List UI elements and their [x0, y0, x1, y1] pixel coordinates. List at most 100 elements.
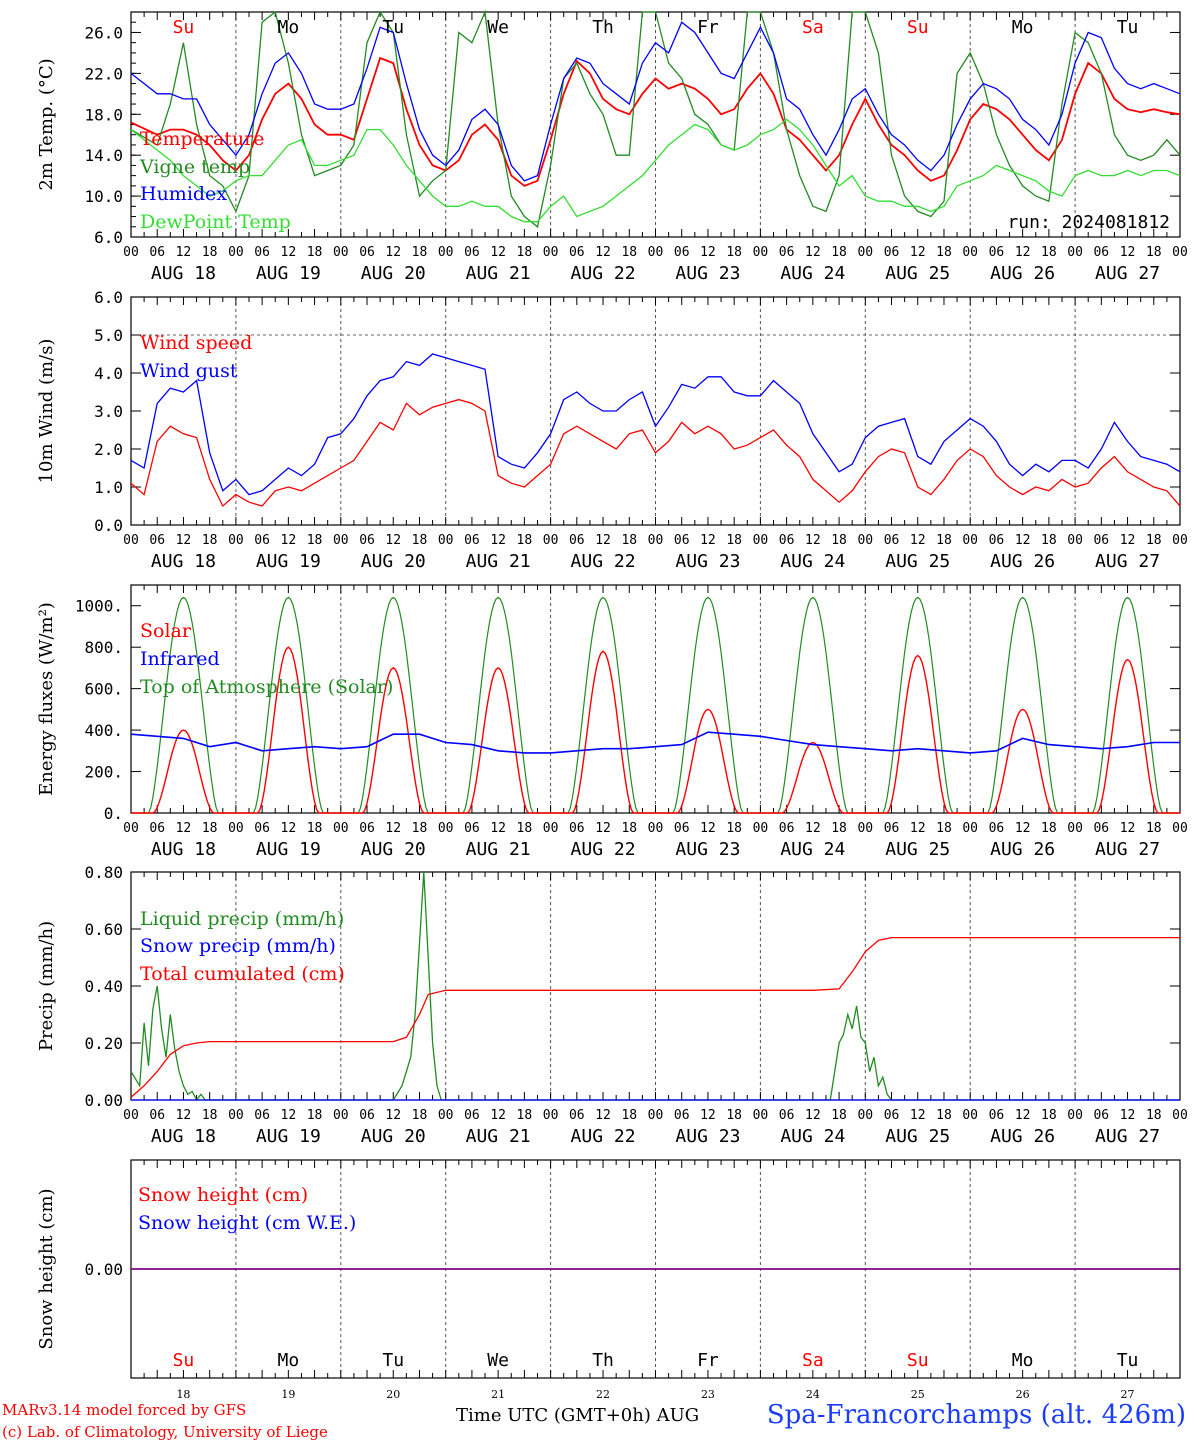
y-tick-label: 0.20 — [84, 1034, 123, 1053]
hour-tick-label: 18 — [621, 1108, 637, 1123]
hour-tick-label: 12 — [1015, 1108, 1031, 1123]
hour-tick-label: 06 — [989, 533, 1005, 548]
day-label: AUG 18 — [151, 263, 216, 284]
hour-tick-label: 06 — [149, 533, 165, 548]
y-tick-label: 0.0 — [94, 516, 123, 535]
y-tick-label: 0. — [104, 804, 123, 823]
day-label: AUG 19 — [256, 551, 321, 572]
hour-tick-label: 12 — [176, 1108, 192, 1123]
hour-tick-label: 00 — [962, 533, 978, 548]
series-wind-speed — [130, 398, 1181, 508]
day-label: AUG 23 — [675, 551, 740, 572]
hour-tick-label: 18 — [936, 1108, 952, 1123]
hour-tick-label: 06 — [674, 821, 690, 836]
day-label: AUG 22 — [571, 839, 636, 860]
hour-tick-label: 00 — [123, 533, 139, 548]
day-label: AUG 19 — [256, 839, 321, 860]
hour-tick-label: 00 — [962, 1108, 978, 1123]
legend-entry: Top of Atmosphere (Solar) — [140, 676, 393, 698]
day-label: AUG 25 — [885, 263, 950, 284]
hour-tick-label: 00 — [1067, 533, 1083, 548]
hour-tick-label: 12 — [490, 533, 506, 548]
hour-tick-label: 12 — [281, 245, 297, 260]
hour-tick-label: 06 — [779, 821, 795, 836]
hour-tick-label: 06 — [1093, 821, 1109, 836]
copyright-credit: (c) Lab. of Climatology, University of L… — [2, 1423, 328, 1441]
y-tick-label: 1.0 — [94, 478, 123, 497]
plot-frame — [130, 11, 1181, 238]
weekday-label: Tu — [382, 17, 404, 38]
y-tick-label: 0.00 — [84, 1260, 123, 1279]
hour-tick-label: 06 — [254, 1108, 270, 1123]
y-tick-label: 18.0 — [84, 105, 123, 124]
day-label: AUG 22 — [571, 1126, 636, 1147]
series-dewpoint-temp — [130, 118, 1181, 223]
y-tick-label: 26.0 — [84, 23, 123, 42]
hour-tick-label: 00 — [648, 245, 664, 260]
weekday-label: Tu — [1117, 17, 1139, 38]
y-tick-label: 0.80 — [84, 863, 123, 882]
hour-tick-label: 06 — [989, 245, 1005, 260]
hour-tick-label: 12 — [700, 533, 716, 548]
hour-tick-label: 00 — [333, 821, 349, 836]
day-label: AUG 21 — [466, 263, 531, 284]
day-label: AUG 24 — [780, 839, 845, 860]
hour-tick-label: 00 — [962, 245, 978, 260]
legend-entry: Snow precip (mm/h) — [140, 935, 336, 957]
hour-tick-label: 06 — [884, 533, 900, 548]
hour-tick-label: 18 — [831, 245, 847, 260]
hour-tick-label: 00 — [753, 533, 769, 548]
day-label: AUG 18 — [151, 839, 216, 860]
hour-tick-label: 06 — [464, 821, 480, 836]
y-tick-label: 0.40 — [84, 977, 123, 996]
hour-tick-label: 00 — [857, 821, 873, 836]
day-number-label: 18 — [176, 1388, 190, 1400]
hour-tick-label: 12 — [700, 821, 716, 836]
hour-tick-label: 18 — [1041, 245, 1057, 260]
hour-tick-label: 00 — [857, 245, 873, 260]
hour-tick-label: 12 — [700, 1108, 716, 1123]
hour-tick-label: 18 — [412, 245, 428, 260]
hour-tick-label: 12 — [910, 821, 926, 836]
day-label: AUG 25 — [885, 839, 950, 860]
hour-tick-label: 18 — [307, 245, 323, 260]
y-tick-label: 800. — [84, 638, 123, 657]
series-infrared — [130, 731, 1180, 754]
hour-tick-label: 06 — [989, 1108, 1005, 1123]
y-tick-label: 600. — [84, 680, 123, 699]
y-tick-label: 5.0 — [94, 326, 123, 345]
weekday-label: Fr — [697, 17, 719, 38]
day-label: AUG 26 — [990, 551, 1055, 572]
hour-tick-label: 00 — [438, 821, 454, 836]
series-solar — [131, 646, 1180, 814]
weekday-label: We — [487, 17, 509, 38]
hour-tick-label: 12 — [1015, 533, 1031, 548]
hour-tick-label: 18 — [1146, 1108, 1162, 1123]
hour-tick-label: 06 — [359, 245, 375, 260]
y-tick-label: 3.0 — [94, 402, 123, 421]
hour-tick-label: 06 — [569, 1108, 585, 1123]
panel-wind: 0.0 1.0 2.0 3.0 4.0 5.0 6.0 10m Wind (m/s) 00 06 1… — [36, 288, 1188, 572]
hour-tick-label: 12 — [805, 821, 821, 836]
hour-tick-label: 00 — [1172, 1108, 1188, 1123]
hour-tick-label: 06 — [1093, 1108, 1109, 1123]
legend-entry: Snow height (cm) — [138, 1184, 308, 1206]
day-label: AUG 20 — [361, 263, 426, 284]
y-axis-label: 2m Temp. (°C) — [36, 58, 57, 190]
day-label: AUG 25 — [885, 551, 950, 572]
y-tick-label: 400. — [84, 721, 123, 740]
hour-tick-label: 12 — [805, 245, 821, 260]
hour-tick-label: 06 — [359, 533, 375, 548]
hour-tick-label: 12 — [385, 821, 401, 836]
hour-tick-label: 00 — [543, 821, 559, 836]
hour-tick-label: 00 — [123, 245, 139, 260]
y-tick-label: 2.0 — [94, 440, 123, 459]
hour-tick-label: 06 — [1093, 533, 1109, 548]
hour-tick-label: 12 — [490, 1108, 506, 1123]
day-label: AUG 21 — [466, 551, 531, 572]
hour-tick-label: 06 — [254, 821, 270, 836]
hour-tick-label: 12 — [1015, 821, 1031, 836]
day-number-label: 20 — [386, 1388, 400, 1400]
legend-entry: Infrared — [140, 648, 220, 670]
hour-tick-label: 18 — [202, 821, 218, 836]
